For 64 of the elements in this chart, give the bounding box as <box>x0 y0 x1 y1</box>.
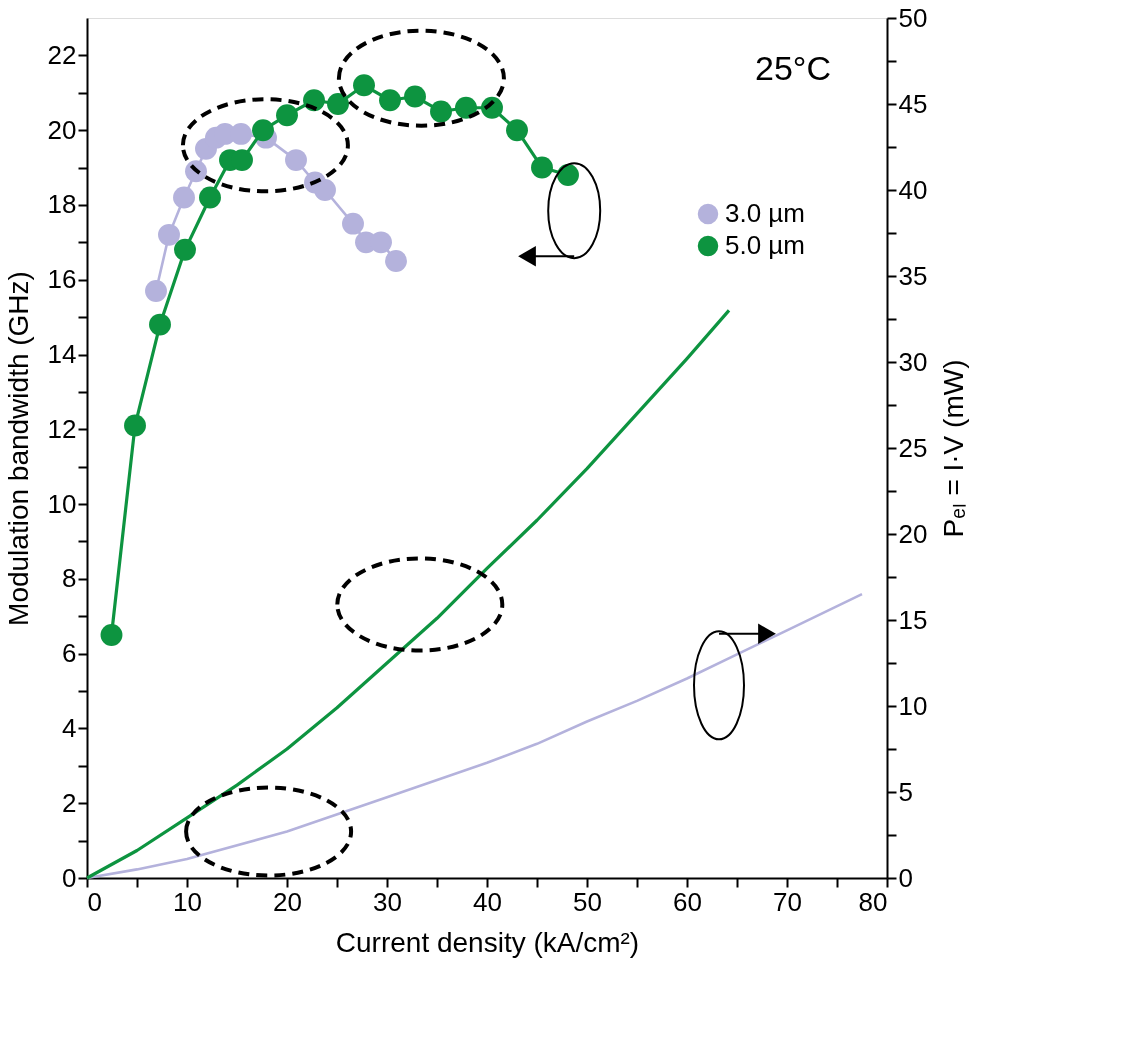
y-tick-label: 22 <box>47 39 77 70</box>
x-tick-label: 0 <box>87 886 102 917</box>
y-tick-label: 0 <box>62 862 77 893</box>
point <box>531 156 553 179</box>
y2-tick-label: 50 <box>898 2 928 33</box>
y-tick-label: 10 <box>47 488 77 519</box>
x-axis-title: Current density (kA/cm²) <box>335 926 640 958</box>
x-tick-label: 80 <box>858 886 888 917</box>
y-tick-label: 4 <box>62 712 77 743</box>
x-tick-label: 70 <box>773 886 802 917</box>
y2-tick-label: 5 <box>898 776 913 807</box>
x-tick-label: 20 <box>273 886 302 917</box>
y2-tick-label: 45 <box>898 88 928 119</box>
y-axis-title: Modulation bandwidth (GHz) <box>2 271 34 626</box>
y2-tick-label: 10 <box>898 690 928 721</box>
y-tick-label: 16 <box>47 264 77 295</box>
y-tick-label: 14 <box>47 339 77 370</box>
point <box>173 186 195 209</box>
point <box>370 231 392 254</box>
line-series <box>85 308 731 880</box>
point <box>199 186 221 209</box>
x-tick-label: 10 <box>173 886 202 917</box>
x-tick-label: 30 <box>373 886 402 917</box>
y2-tick-label: 20 <box>898 518 928 549</box>
point <box>230 122 252 145</box>
point <box>158 223 180 246</box>
y2-tick-label: 25 <box>898 432 928 463</box>
point <box>314 179 336 201</box>
point <box>430 100 452 123</box>
x-tick-label: 50 <box>573 886 602 917</box>
point <box>327 93 349 115</box>
x-tick-label: 40 <box>473 886 502 917</box>
point <box>100 624 123 646</box>
point <box>174 238 196 261</box>
point <box>557 164 579 186</box>
annotation: 25°C <box>755 48 831 87</box>
point <box>124 414 146 437</box>
point <box>149 313 171 336</box>
point <box>285 149 307 172</box>
y-tick-label: 18 <box>47 189 77 220</box>
y-tick-label: 6 <box>62 638 77 669</box>
y2-tick-label: 15 <box>898 604 928 635</box>
y-tick-label: 20 <box>47 114 77 145</box>
y-tick-label: 8 <box>62 563 77 594</box>
point <box>379 89 401 112</box>
y-tick-label: 12 <box>47 413 77 444</box>
point <box>353 74 375 97</box>
point <box>342 212 364 235</box>
y2-tick-label: 0 <box>898 862 913 893</box>
point <box>276 104 298 127</box>
y2-tick-label: 40 <box>898 174 928 205</box>
y2-tick-label: 35 <box>898 260 928 291</box>
legend-label: 3.0 µm <box>725 198 806 228</box>
point <box>145 280 167 302</box>
y-tick-label: 2 <box>62 787 77 818</box>
point <box>404 85 426 108</box>
point <box>252 119 274 142</box>
legend-label: 5.0 µm <box>725 230 806 260</box>
point <box>385 250 407 272</box>
point <box>506 119 528 142</box>
x-tick-label: 60 <box>673 886 702 917</box>
y2-tick-label: 30 <box>898 346 928 377</box>
y2-axis-title: Pₑₗ = I·V (mW) <box>938 359 970 538</box>
point <box>455 96 477 119</box>
